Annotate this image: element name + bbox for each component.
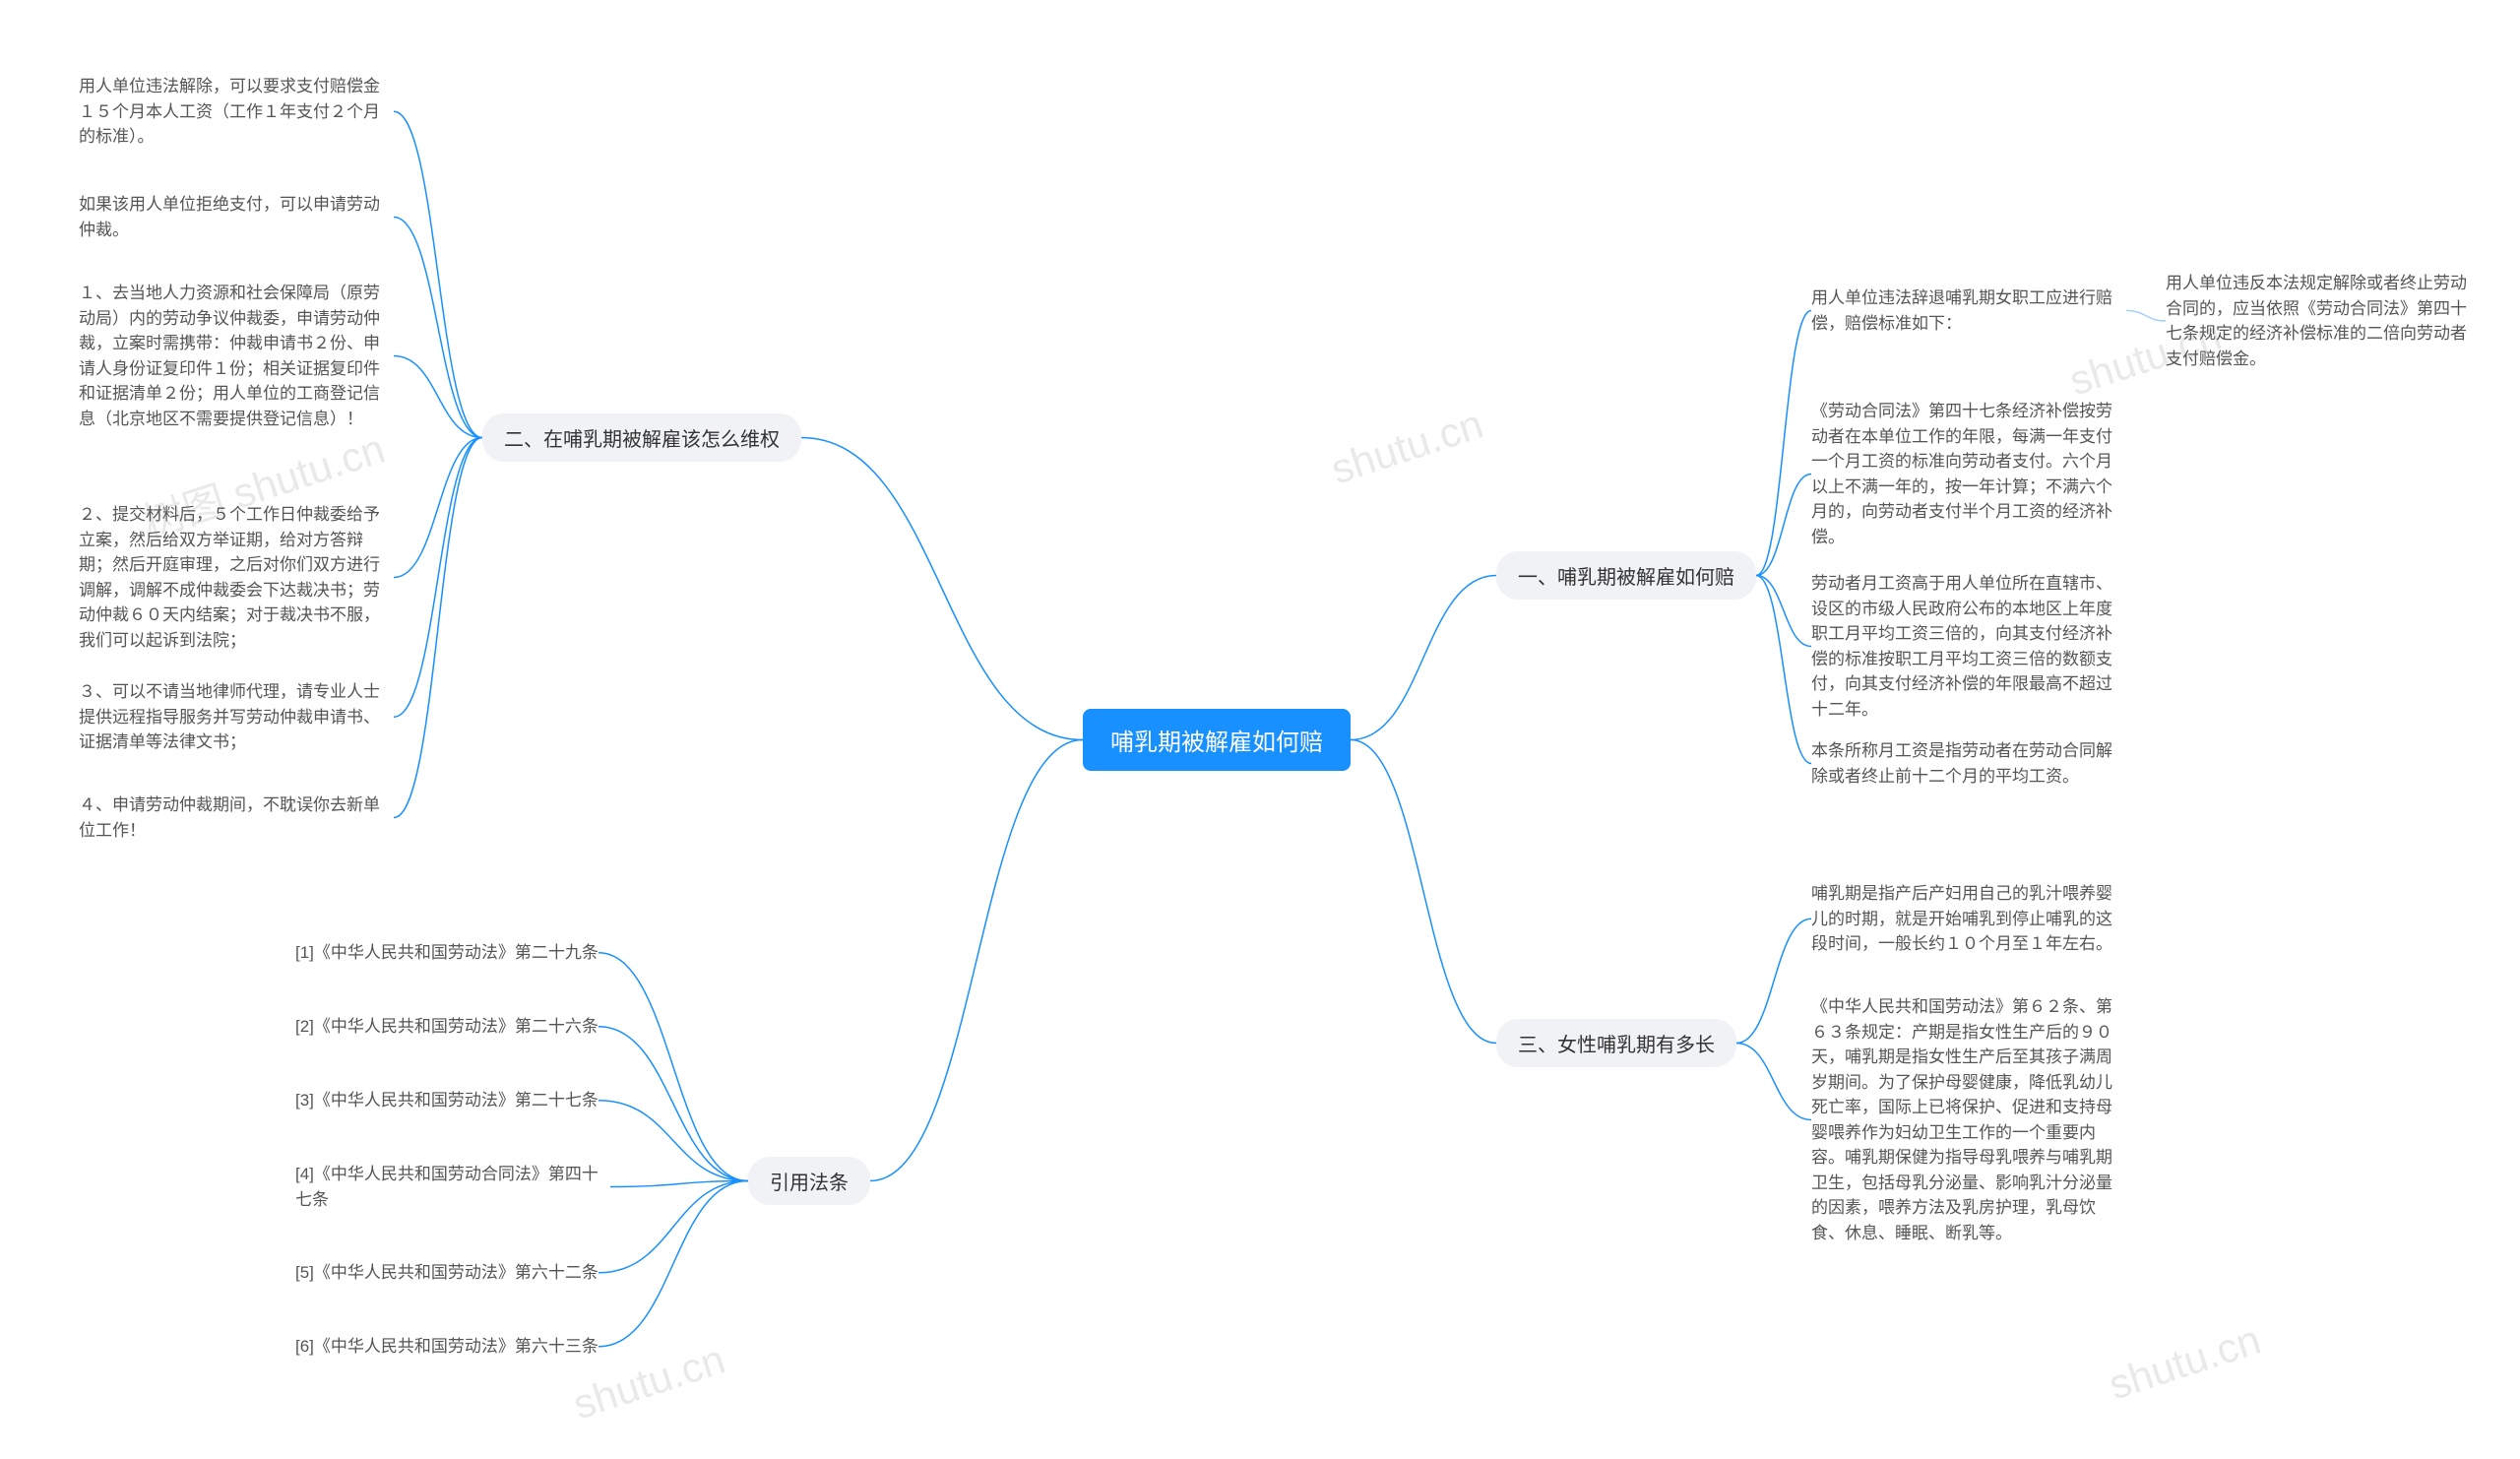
leaf-b3-0: 哺乳期是指产后产妇用自己的乳汁喂养婴儿的时期，就是开始哺乳到停止哺乳的这段时间，… [1811,881,2126,957]
leaf-b1-1: 《劳动合同法》第四十七条经济补偿按劳动者在本单位工作的年限，每满一年支付一个月工… [1811,399,2126,549]
leaf-b1-0-sub: 用人单位违反本法规定解除或者终止劳动合同的，应当依照《劳动合同法》第四十七条规定… [2166,271,2481,371]
branch-compensation[interactable]: 一、哺乳期被解雇如何赔 [1496,551,1756,600]
leaf-b1-3: 本条所称月工资是指劳动者在劳动合同解除或者终止前十二个月的平均工资。 [1811,738,2126,789]
leaf-b2-1: 如果该用人单位拒绝支付，可以申请劳动仲裁。 [79,192,394,242]
leaf-b1-2: 劳动者月工资高于用人单位所在直辖市、设区的市级人民政府公布的本地区上年度职工月平… [1811,571,2126,722]
leaf-b1-0: 用人单位违法辞退哺乳期女职工应进行赔偿，赔偿标准如下： [1811,285,2126,336]
leaf-b4-0: [1]《中华人民共和国劳动法》第二十九条 [295,940,598,966]
leaf-b2-3: ２、提交材料后，５个工作日仲裁委给予立案，然后给双方举证期，给对方答辩期；然后开… [79,502,394,653]
watermark: shutu.cn [1325,401,1488,494]
branch-laws[interactable]: 引用法条 [748,1157,870,1205]
center-node[interactable]: 哺乳期被解雇如何赔 [1083,709,1351,771]
leaf-b2-2: １、去当地人力资源和社会保障局（原劳动局）内的劳动争议仲裁委，申请劳动仲裁，立案… [79,281,394,431]
leaf-b4-4: [5]《中华人民共和国劳动法》第六十二条 [295,1260,598,1286]
watermark: shutu.cn [2103,1316,2266,1410]
leaf-b4-3: [4]《中华人民共和国劳动合同法》第四十七条 [295,1162,610,1212]
leaf-b2-4: ３、可以不请当地律师代理，请专业人士提供远程指导服务并写劳动仲裁申请书、证据清单… [79,679,394,755]
leaf-b4-1: [2]《中华人民共和国劳动法》第二十六条 [295,1014,598,1040]
leaf-b4-2: [3]《中华人民共和国劳动法》第二十七条 [295,1088,598,1113]
branch-duration[interactable]: 三、女性哺乳期有多长 [1496,1019,1736,1067]
branch-rights[interactable]: 二、在哺乳期被解雇该怎么维权 [482,413,801,462]
leaf-b4-5: [6]《中华人民共和国劳动法》第六十三条 [295,1334,598,1360]
leaf-b3-1: 《中华人民共和国劳动法》第６２条、第６３条规定：产期是指女性生产后的９０天，哺乳… [1811,994,2126,1245]
leaf-b2-0: 用人单位违法解除，可以要求支付赔偿金１５个月本人工资（工作１年支付２个月的标准）… [79,74,394,150]
leaf-b2-5: ４、申请劳动仲裁期间，不耽误你去新单位工作！ [79,793,394,843]
